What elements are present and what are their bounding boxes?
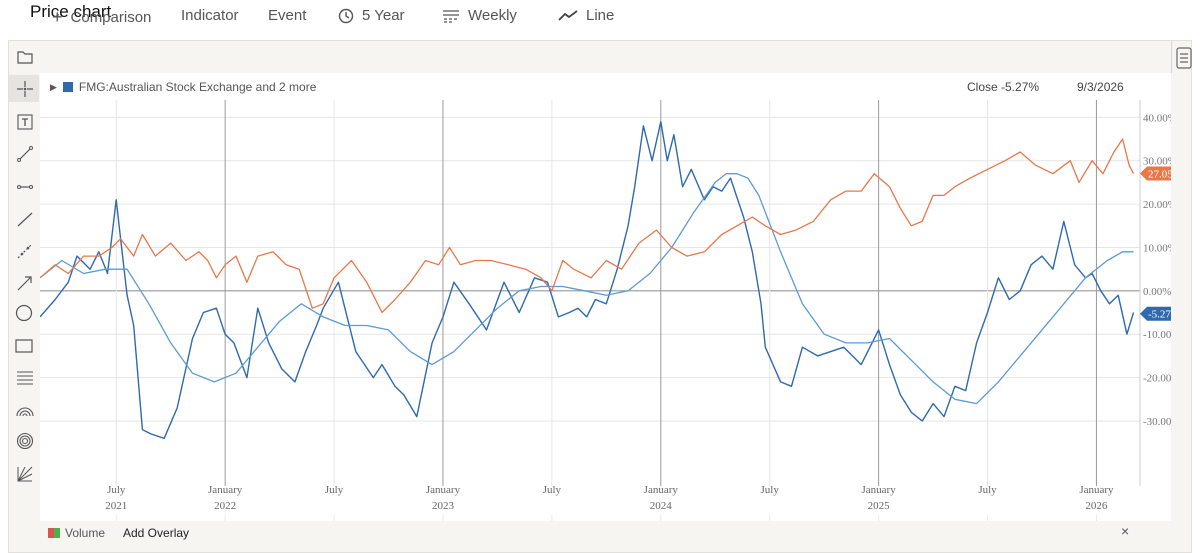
x-tick-month: January	[862, 484, 897, 496]
comparison-series-line	[39, 138, 1135, 314]
volume-icon	[48, 528, 60, 538]
horizontal-line-icon[interactable]	[16, 178, 34, 196]
price-chart: 40.00% 30.00% 20.00% 10.00% 0.00% -10.00% -20.…	[39, 100, 1186, 521]
frequency-label: Weekly	[468, 7, 517, 24]
concentric-circles-icon[interactable]	[16, 432, 34, 450]
y-tick-label: 20.00%	[1143, 199, 1171, 211]
fan-lines-icon[interactable]	[16, 465, 34, 483]
period-label: 5 Year	[362, 7, 405, 24]
y-tick-label: -20.00%	[1143, 373, 1171, 385]
y-tick-label: 40.00%	[1143, 112, 1171, 124]
chart-type-button[interactable]: Line	[558, 7, 614, 24]
indicator-button[interactable]: Indicator	[181, 7, 239, 24]
comparison-button[interactable]: + Comparison	[52, 7, 151, 28]
segment-icon[interactable]	[16, 242, 34, 260]
x-tick-month: January	[644, 484, 679, 496]
x-tick-month: July	[107, 484, 126, 496]
calendar-icon	[443, 9, 459, 23]
fibonacci-arc-icon[interactable]	[16, 401, 34, 419]
volume-toggle[interactable]: Volume	[65, 526, 106, 540]
text-tool-icon[interactable]	[16, 113, 34, 131]
page-title: Price chart	[30, 2, 112, 21]
x-tick-year: 2026	[1085, 500, 1108, 512]
x-tick-year: 2024	[650, 500, 673, 512]
x-tick-month: July	[543, 484, 562, 496]
crosshair-icon[interactable]	[16, 80, 34, 98]
y-tick-label: -10.00%	[1143, 329, 1171, 341]
moving-average-line	[39, 173, 1134, 405]
ray-icon[interactable]	[16, 210, 34, 228]
y-tick-label: 30.00%	[1143, 156, 1171, 168]
circle-tool-icon[interactable]	[15, 304, 33, 322]
x-tick-year: 2023	[432, 500, 455, 512]
clock-icon	[338, 8, 354, 23]
menu-icon	[1176, 47, 1192, 69]
close-overlay-icon[interactable]: ×	[1121, 523, 1130, 539]
plus-icon: +	[52, 7, 63, 27]
fmg-last-value-label: -5.27%	[1148, 309, 1171, 321]
trend-line-icon[interactable]	[16, 145, 34, 163]
compare-last-value-label: 27.05%	[1148, 169, 1171, 181]
period-button[interactable]: 5 Year	[338, 7, 405, 24]
x-tick-month: January	[426, 484, 461, 496]
legend-swatch	[62, 82, 73, 92]
x-tick-month: January	[1079, 484, 1114, 496]
y-tick-label: 0.00%	[1143, 286, 1171, 298]
indicator-label: Indicator	[181, 7, 239, 24]
y-tick-label: 10.00%	[1143, 242, 1171, 254]
event-button[interactable]: Event	[268, 7, 306, 24]
x-tick-month: July	[325, 484, 344, 496]
x-tick-month: January	[208, 484, 243, 496]
fmg-series-line	[39, 121, 1135, 439]
chart-area[interactable]: 40.00% 30.00% 20.00% 10.00% 0.00% -10.00% -20.…	[39, 73, 1186, 521]
folder-icon[interactable]	[16, 48, 34, 66]
close-value: Close -5.27%	[967, 80, 1040, 94]
x-tick-month: July	[761, 484, 780, 496]
frequency-button[interactable]: Weekly	[442, 7, 517, 24]
toolbar-divider	[1171, 41, 1172, 73]
x-tick-year: 2025	[868, 500, 891, 512]
expand-triangle-icon[interactable]: ▶	[50, 81, 57, 92]
chart-type-label: Line	[586, 7, 615, 24]
x-tick-year: 2022	[214, 500, 236, 512]
add-overlay-button[interactable]: Add Overlay	[123, 526, 190, 540]
line-chart-icon	[558, 9, 578, 21]
chart-toolbar	[40, 41, 1171, 73]
parallel-lines-icon[interactable]	[16, 369, 34, 387]
comparison-label: Comparison	[70, 9, 152, 26]
legend[interactable]: ▶ FMG:Australian Stock Exchange and 2 mo…	[50, 80, 316, 94]
rectangle-tool-icon[interactable]	[15, 337, 33, 355]
overlay-bar	[40, 521, 1140, 545]
x-tick-year: 2021	[105, 500, 127, 512]
x-tick-month: July	[978, 484, 997, 496]
menu-button[interactable]	[1176, 47, 1192, 69]
arrow-icon[interactable]	[16, 274, 34, 292]
event-label: Event	[268, 7, 307, 24]
legend-label: FMG:Australian Stock Exchange and 2 more	[78, 80, 317, 94]
y-tick-label: -30.00%	[1143, 416, 1171, 428]
date-value: 9/3/2026	[1077, 80, 1124, 94]
